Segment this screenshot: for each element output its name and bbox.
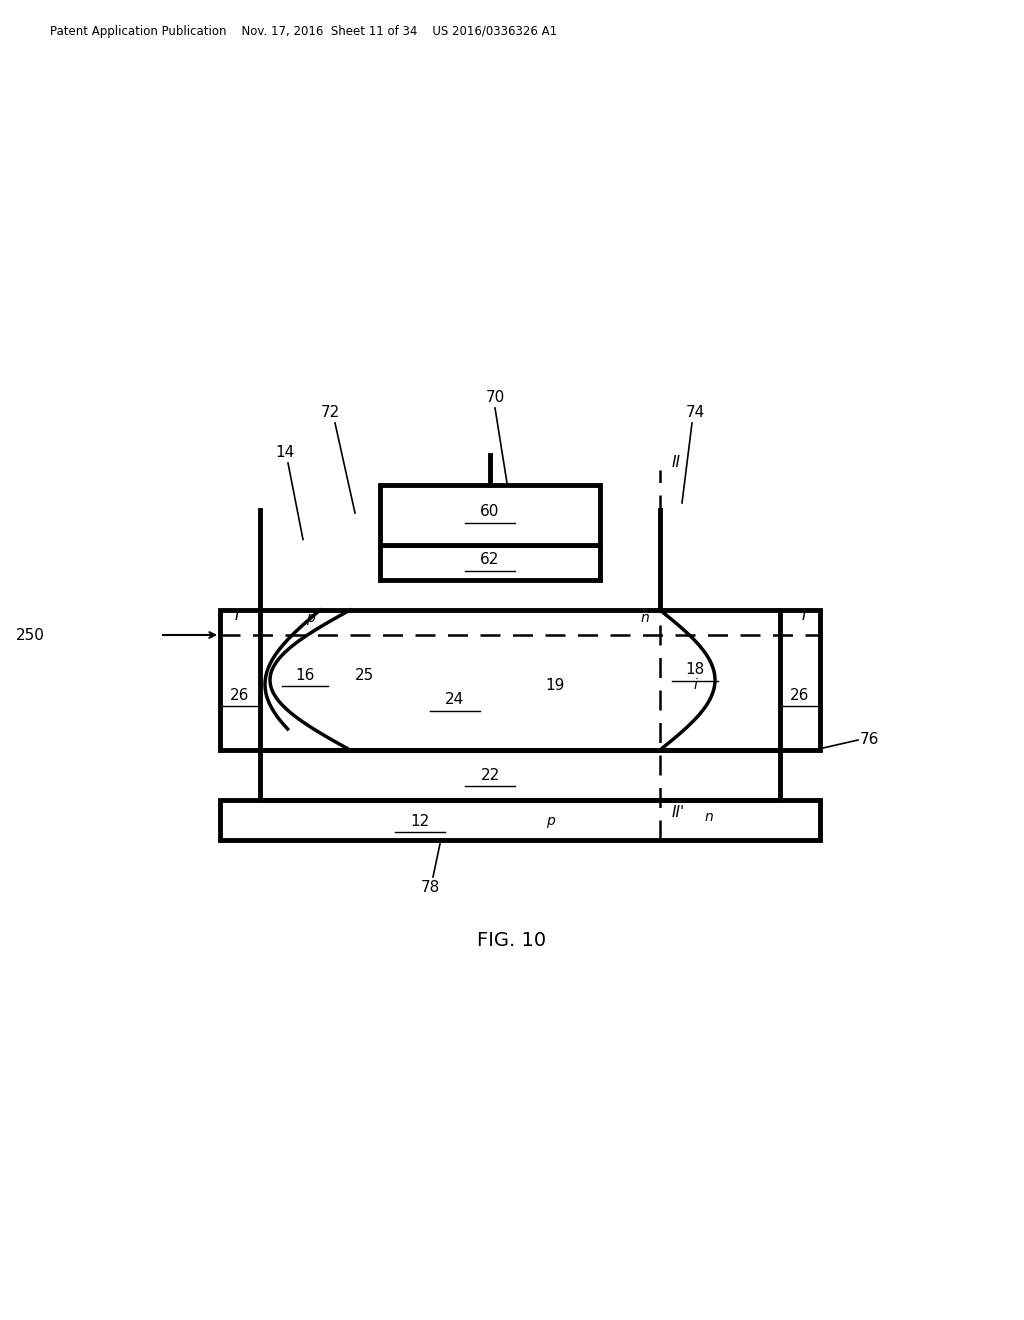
Text: 19: 19 — [546, 677, 564, 693]
Text: 25: 25 — [355, 668, 375, 682]
Text: 250: 250 — [16, 627, 45, 643]
Bar — [380, 484, 600, 545]
Bar — [380, 545, 600, 579]
Text: FIG. 10: FIG. 10 — [477, 931, 547, 949]
Text: 14: 14 — [275, 445, 295, 459]
Text: II: II — [672, 455, 681, 470]
Bar — [260, 750, 780, 800]
Bar — [220, 800, 820, 840]
Text: 26: 26 — [791, 688, 810, 702]
Bar — [220, 610, 820, 750]
Text: p: p — [546, 814, 554, 828]
Text: 24: 24 — [445, 693, 465, 708]
Text: 70: 70 — [485, 389, 505, 405]
Text: 16: 16 — [295, 668, 314, 682]
Text: 12: 12 — [411, 813, 430, 829]
Text: n: n — [705, 810, 714, 824]
Text: I: I — [234, 609, 240, 623]
Text: Patent Application Publication    Nov. 17, 2016  Sheet 11 of 34    US 2016/03363: Patent Application Publication Nov. 17, … — [50, 25, 557, 38]
Text: 78: 78 — [421, 880, 439, 895]
Text: I': I' — [801, 609, 810, 623]
Text: 26: 26 — [230, 688, 250, 702]
Text: 74: 74 — [685, 405, 705, 420]
Text: n: n — [641, 611, 649, 624]
Text: 76: 76 — [860, 733, 880, 747]
Text: 72: 72 — [321, 405, 340, 420]
Text: 18: 18 — [685, 663, 705, 677]
Text: i: i — [693, 678, 697, 692]
Text: 22: 22 — [480, 767, 500, 783]
Text: 62: 62 — [480, 553, 500, 568]
Text: II': II' — [672, 805, 685, 820]
Text: p: p — [305, 611, 314, 624]
Text: 60: 60 — [480, 504, 500, 520]
